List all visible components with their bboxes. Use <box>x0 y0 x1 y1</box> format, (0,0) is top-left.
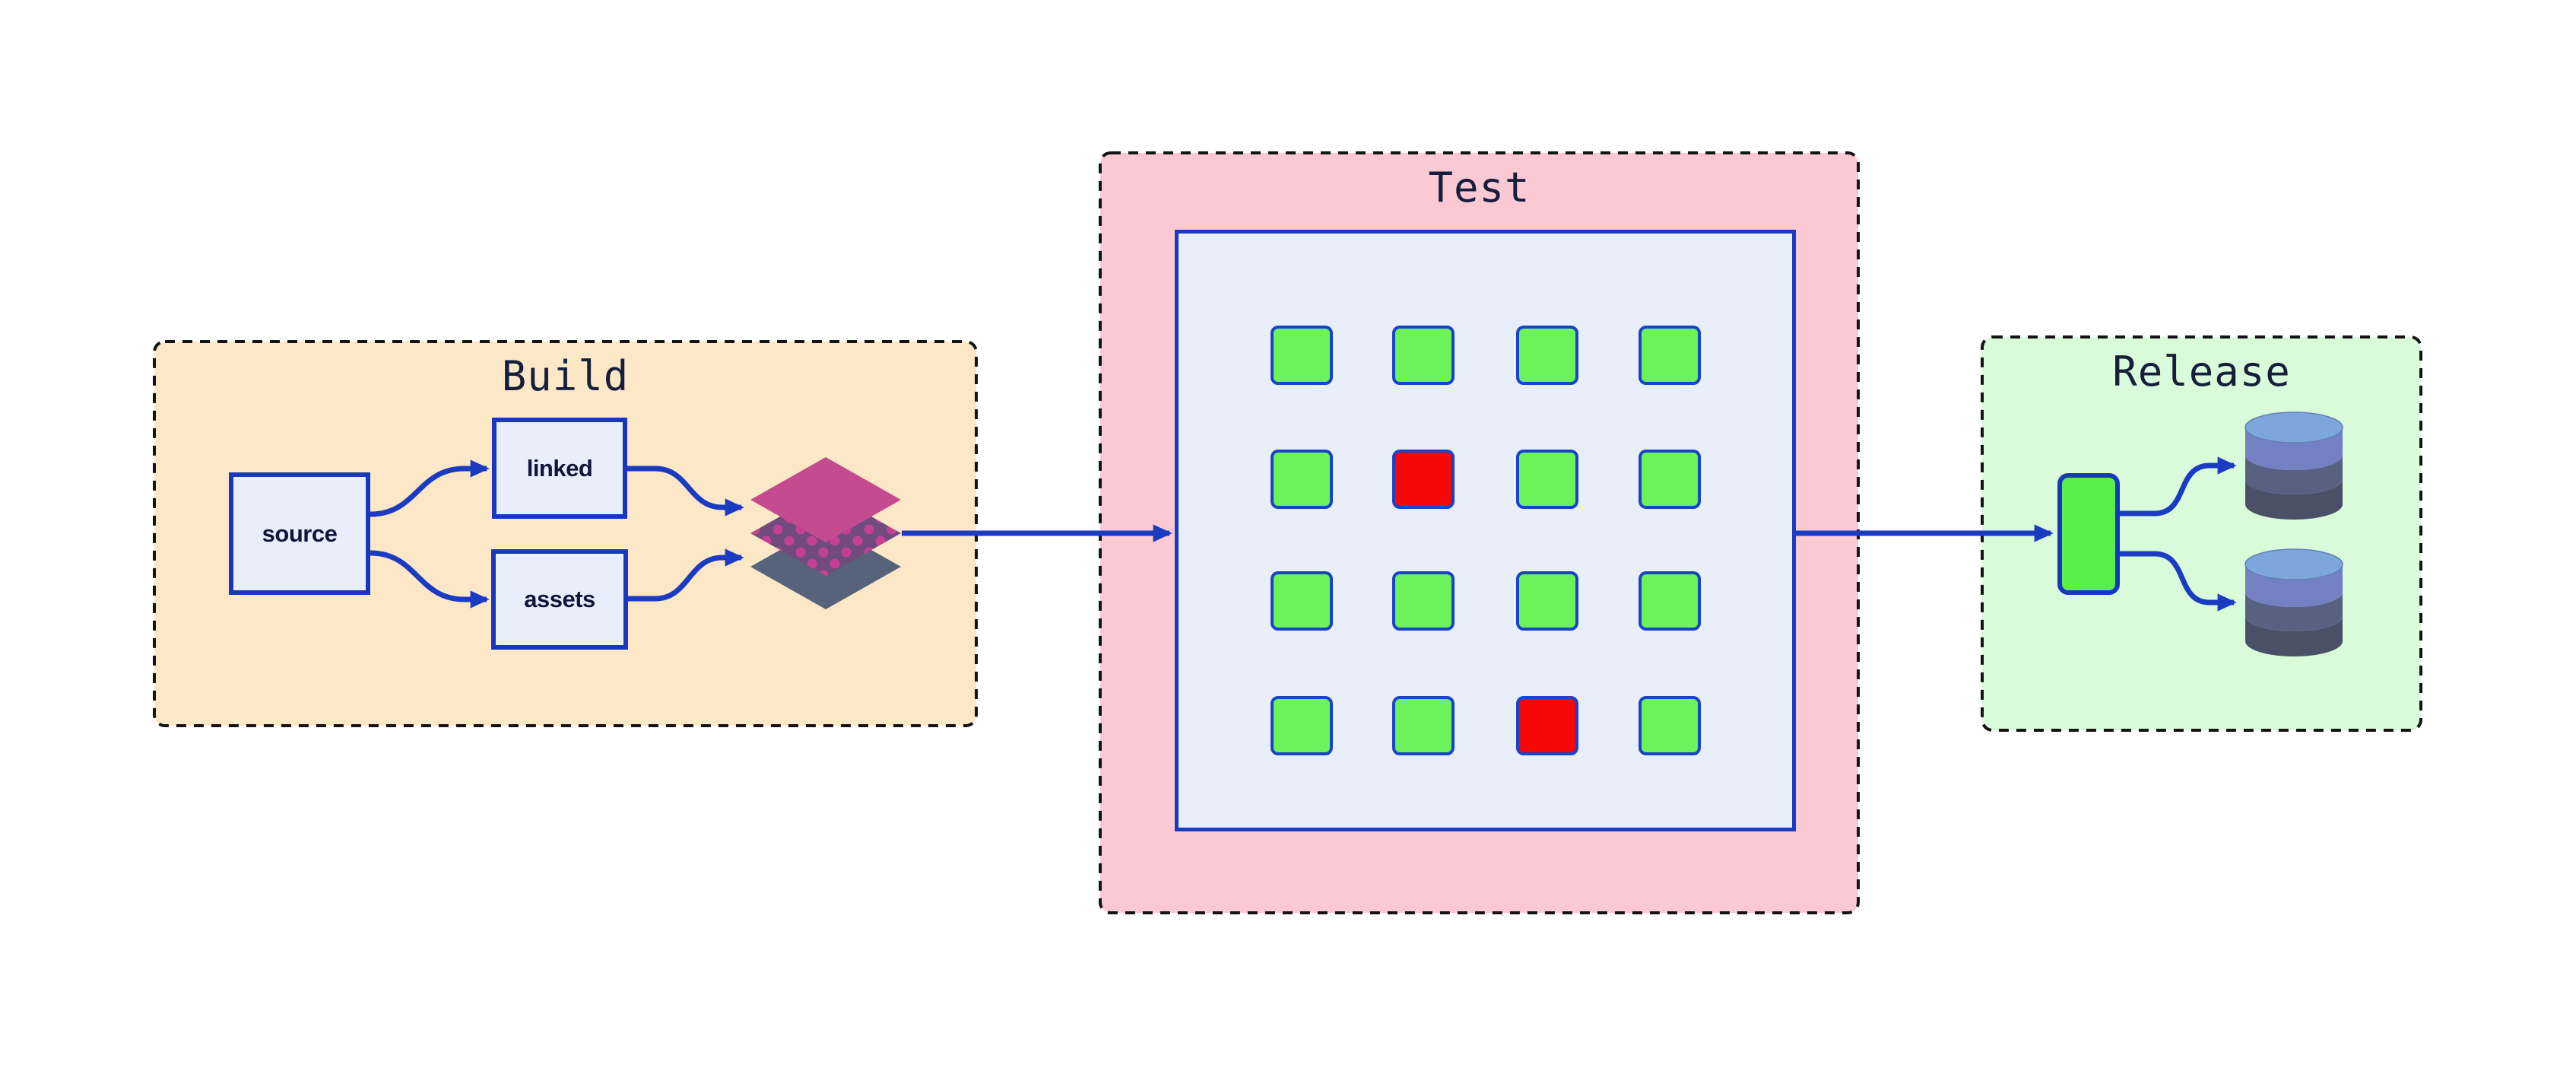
test-cell-pass <box>1271 571 1333 631</box>
layer-top <box>750 457 901 542</box>
assets-node-label: assets <box>524 586 595 612</box>
linked-node-label: linked <box>526 454 593 482</box>
test-cell-pass <box>1392 696 1455 755</box>
layer-stack-icon <box>750 457 901 609</box>
release-artifact-chip <box>2057 473 2120 595</box>
test-cell-pass <box>1392 571 1455 631</box>
test-cell-pass <box>1516 571 1578 631</box>
connector-source-linked <box>370 459 490 517</box>
connector-linked-layers <box>627 466 744 517</box>
linked-node: linked <box>492 418 627 519</box>
connector-source-assets <box>370 550 490 609</box>
database-icon <box>2244 548 2343 656</box>
test-cell-pass <box>1271 450 1333 509</box>
test-cell-pass <box>1516 326 1578 385</box>
connector-release-db2 <box>2120 551 2237 612</box>
test-cell-pass <box>1271 326 1333 385</box>
assets-node: assets <box>491 549 628 650</box>
test-cell-fail <box>1392 450 1455 509</box>
connector-assets-layers <box>628 548 744 602</box>
test-zone-title: Test <box>1428 164 1531 211</box>
source-node: source <box>229 472 370 595</box>
test-cell-pass <box>1639 326 1701 385</box>
connector-release-db1 <box>2120 456 2237 517</box>
test-matrix-panel <box>1175 230 1796 831</box>
build-zone-title: Build <box>501 352 630 400</box>
test-cell-pass <box>1516 450 1578 509</box>
test-cell-pass <box>1639 450 1701 509</box>
release-zone-title: Release <box>2112 348 2291 396</box>
source-node-label: source <box>262 520 338 547</box>
database-icon <box>2244 412 2343 520</box>
test-cell-pass <box>1639 571 1701 631</box>
test-cell-pass <box>1392 326 1455 385</box>
test-cell-pass <box>1639 696 1701 755</box>
test-cell-pass <box>1271 696 1333 755</box>
test-cell-fail <box>1516 696 1578 755</box>
